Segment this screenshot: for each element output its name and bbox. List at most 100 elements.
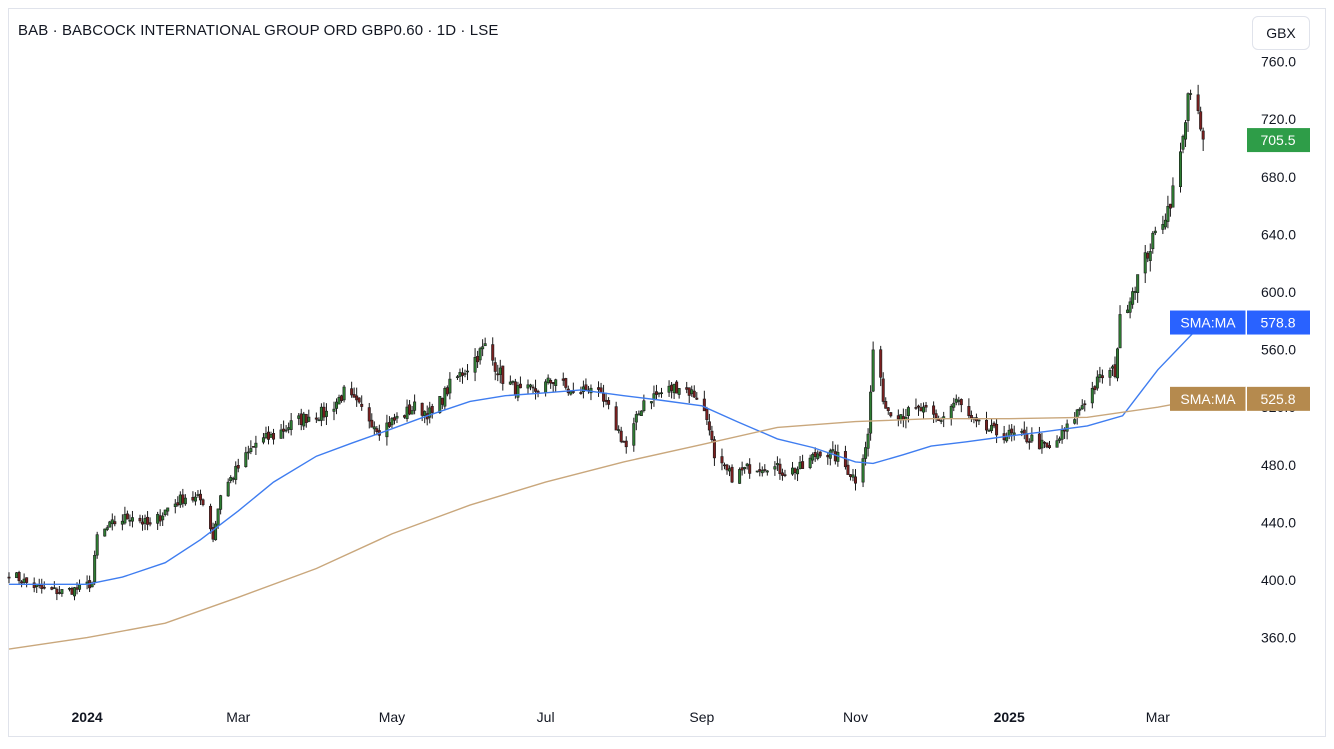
candle-body — [440, 397, 444, 405]
candle-body — [1012, 432, 1016, 436]
y-tick-label: 440.0 — [1261, 514, 1296, 530]
candle-body — [906, 407, 910, 417]
candle-body — [176, 502, 180, 506]
candle-body — [534, 388, 538, 392]
candle-body — [967, 406, 971, 417]
candle-body — [546, 377, 550, 384]
candle-body — [466, 370, 470, 373]
candle-body — [196, 494, 200, 496]
candle-body — [687, 387, 691, 396]
candle-body — [712, 439, 716, 459]
y-tick-label: 680.0 — [1261, 169, 1296, 185]
sma-lines — [8, 322, 1204, 650]
candle-body — [191, 496, 195, 501]
candle-body — [1010, 428, 1014, 434]
candle-body — [1027, 441, 1031, 443]
candle-body — [801, 461, 805, 469]
candle-body — [808, 457, 812, 468]
candle-body — [198, 493, 202, 501]
candle-body — [934, 413, 938, 419]
candle-body — [458, 372, 462, 377]
candle-body — [1113, 364, 1117, 377]
candle-body — [705, 408, 709, 420]
candle-body — [725, 464, 729, 471]
candle-body — [511, 380, 515, 383]
candle-body — [1148, 251, 1152, 261]
candle-body — [1078, 408, 1082, 411]
candle-body — [740, 467, 744, 471]
candle-body — [1080, 405, 1084, 410]
candle-body — [634, 414, 638, 423]
sma-slow-tag-label-bg — [1170, 386, 1246, 411]
candle-body — [420, 402, 424, 416]
currency-button[interactable]: GBX — [1252, 16, 1310, 50]
candle-body — [236, 465, 240, 469]
candle-body — [234, 466, 238, 480]
candle-body — [251, 446, 255, 448]
candle-body — [818, 451, 822, 457]
candle-body — [1184, 122, 1188, 140]
candle-body — [1153, 230, 1157, 234]
candle-body — [183, 497, 187, 505]
candle-body — [460, 372, 464, 376]
candle-body — [455, 376, 459, 378]
x-tick-label: May — [379, 709, 405, 725]
candle-body — [166, 507, 170, 512]
candle-body — [919, 407, 923, 412]
candle-body — [1161, 224, 1165, 230]
candle-body — [1110, 366, 1114, 369]
candle-body — [287, 427, 291, 430]
candle-body — [1037, 433, 1041, 450]
candle-body — [75, 587, 79, 590]
candle-body — [103, 528, 107, 537]
candle-body — [125, 513, 129, 520]
candle-body — [1181, 135, 1185, 150]
candle-body — [173, 503, 177, 507]
time-axis: 2024 Mar May Jul Sep Nov 2025 Mar — [72, 709, 1171, 725]
candle-body — [146, 516, 150, 525]
candle-body — [161, 515, 165, 521]
candle-body — [642, 400, 646, 411]
candle-body — [866, 433, 870, 449]
candle-body — [423, 411, 427, 416]
candle-body — [513, 381, 517, 396]
candle-body — [443, 388, 447, 407]
candle-body — [15, 572, 19, 579]
candle-body — [526, 384, 530, 389]
candle-body — [110, 519, 114, 525]
candle-body — [677, 388, 681, 395]
candle-body — [284, 429, 288, 432]
sma-fast-tag-label: SMA:MA — [1180, 315, 1236, 331]
candle-body — [564, 378, 568, 388]
candle-body — [743, 467, 747, 470]
candle-body — [156, 514, 160, 524]
candle-body — [413, 401, 417, 411]
candle-body — [55, 588, 59, 595]
candle-body — [796, 469, 800, 475]
candle-body — [1045, 442, 1049, 448]
y-tick-label: 360.0 — [1261, 630, 1296, 646]
candle-body — [854, 476, 857, 484]
candle-body — [219, 495, 223, 510]
candle-body — [181, 494, 185, 504]
candle-body — [544, 381, 548, 393]
candle-body — [269, 434, 273, 438]
candle-body — [617, 429, 621, 431]
last-price-tag-value: 705.5 — [1260, 132, 1295, 148]
candle-body — [763, 469, 767, 471]
candle-body — [1131, 291, 1135, 305]
candle-body — [481, 346, 485, 350]
candle-body — [289, 420, 293, 430]
candle-body — [438, 396, 442, 414]
candle-body — [42, 586, 46, 589]
candle-body — [833, 451, 837, 462]
candle-body — [201, 499, 205, 506]
x-tick-label: Jul — [537, 709, 555, 725]
sma-slow-tag-label: SMA:MA — [1180, 391, 1236, 407]
candle-body — [1186, 93, 1190, 121]
candle-body — [405, 406, 409, 419]
y-tick-label: 560.0 — [1261, 342, 1296, 358]
candle-body — [360, 403, 364, 407]
candle-body — [57, 592, 61, 594]
